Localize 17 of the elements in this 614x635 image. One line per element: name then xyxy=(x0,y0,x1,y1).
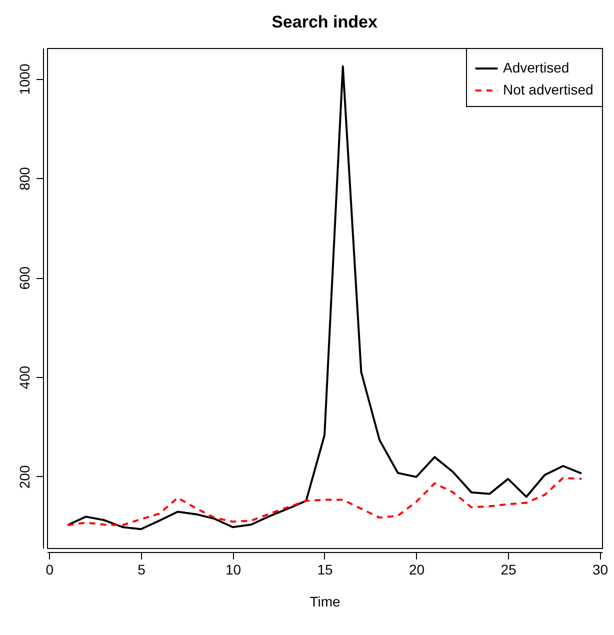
x-tick-label: 30 xyxy=(592,562,608,578)
y-tick-label: 400 xyxy=(16,366,32,390)
legend-label: Advertised xyxy=(503,60,570,76)
x-tick-label: 15 xyxy=(317,562,333,578)
x-tick-label: 20 xyxy=(408,562,425,578)
line-series xyxy=(66,476,582,526)
x-tick-label: 0 xyxy=(46,562,54,578)
x-tick-label: 10 xyxy=(225,562,242,578)
x-axis-title: Time xyxy=(310,594,341,610)
y-tick-label: 1000 xyxy=(16,64,32,95)
chart-title: Search index xyxy=(272,12,378,32)
legend-label: Not advertised xyxy=(503,82,594,98)
y-tick-label: 800 xyxy=(16,166,32,190)
x-tick-label: 25 xyxy=(500,562,517,578)
y-tick-label: 600 xyxy=(16,266,32,290)
x-tick-label: 5 xyxy=(138,562,146,578)
y-tick-label: 200 xyxy=(16,465,32,489)
